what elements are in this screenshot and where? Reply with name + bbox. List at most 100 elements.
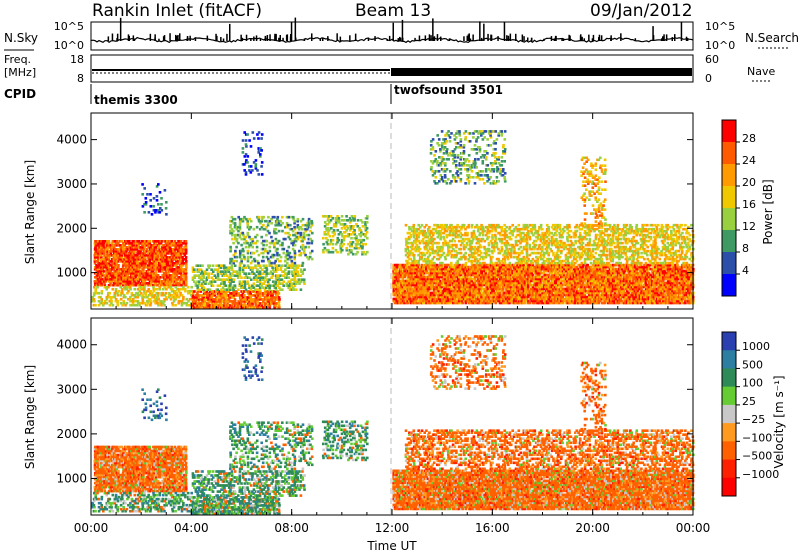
heatmap-cell — [143, 274, 147, 277]
heatmap-cell — [238, 233, 242, 237]
heatmap-cell — [175, 274, 179, 277]
heatmap-cell — [448, 285, 452, 289]
heatmap-cell — [401, 285, 405, 289]
heatmap-cell — [502, 271, 505, 275]
heatmap-cell — [183, 246, 186, 249]
heatmap-cell — [159, 254, 163, 257]
heatmap-cell — [502, 269, 505, 273]
heatmap-cell — [523, 297, 527, 301]
heatmap-cell — [188, 289, 192, 293]
heatmap-cell — [425, 291, 428, 295]
heatmap-cell — [499, 267, 502, 271]
heatmap-cell — [145, 272, 148, 275]
heatmap-cell — [123, 282, 126, 285]
heatmap-cell — [393, 301, 397, 305]
heatmap-cell — [223, 298, 226, 301]
heatmap-cell — [501, 267, 505, 271]
heatmap-cell — [273, 306, 276, 309]
heatmap-cell — [247, 225, 251, 229]
heatmap-cell — [525, 291, 529, 295]
heatmap-cell — [481, 265, 484, 269]
heatmap-cell — [417, 267, 421, 271]
heatmap-cell — [241, 270, 245, 273]
heatmap-cell — [121, 270, 125, 273]
heatmap-cell — [355, 234, 358, 238]
heatmap-cell — [350, 233, 353, 236]
heatmap-cell — [238, 255, 242, 259]
heatmap-cell — [426, 265, 430, 269]
heatmap-cell — [447, 281, 450, 285]
heatmap-cell — [484, 287, 488, 291]
heatmap-cell — [159, 276, 163, 279]
heatmap-cell — [462, 267, 466, 271]
heatmap-cell — [107, 260, 111, 263]
heatmap-cell — [533, 299, 536, 303]
heatmap-cell — [165, 240, 169, 243]
noise-spike — [665, 34, 668, 41]
heatmap-cell — [511, 291, 515, 295]
heatmap-cell — [216, 306, 220, 309]
heatmap-cell — [444, 273, 447, 277]
heatmap-cell — [478, 285, 482, 289]
heatmap-cell — [212, 270, 215, 273]
heatmap-cell — [152, 285, 155, 289]
heatmap-cell — [153, 297, 157, 301]
heatmap-cell — [326, 233, 330, 236]
heatmap-cell — [150, 270, 153, 273]
heatmap-cell — [492, 295, 496, 299]
heatmap-cell — [98, 280, 101, 283]
heatmap-cell — [119, 272, 122, 275]
heatmap-cell — [238, 284, 241, 287]
heatmap-cell — [210, 280, 214, 283]
heatmap-cell — [163, 303, 166, 307]
heatmap-cell — [258, 286, 262, 289]
heatmap-cell — [302, 249, 306, 253]
heatmap-cell — [508, 273, 511, 277]
heatmap-cell — [331, 242, 335, 246]
heatmap-cell — [196, 288, 200, 291]
heatmap-cell — [489, 273, 492, 277]
heatmap-cell — [161, 252, 165, 255]
heatmap-cell — [97, 248, 100, 251]
heatmap-cell — [242, 217, 245, 221]
noise-spike — [154, 34, 156, 41]
heatmap-cell — [172, 283, 175, 287]
heatmap-cell — [192, 306, 196, 309]
heatmap-cell — [207, 294, 210, 297]
heatmap-cell — [450, 277, 454, 281]
heatmap-cell — [234, 274, 237, 277]
heatmap-cell — [232, 290, 235, 293]
heatmap-cell — [147, 278, 150, 281]
heatmap-cell — [159, 207, 162, 210]
heatmap-cell — [114, 248, 117, 251]
freq-right-label: Nave — [747, 65, 775, 78]
heatmap-cell — [285, 274, 289, 277]
heatmap-cell — [233, 235, 237, 239]
heatmap-cell — [179, 252, 183, 255]
heatmap-cell — [516, 301, 519, 305]
heatmap-cell — [235, 270, 239, 273]
heatmap-cell — [117, 242, 120, 245]
heatmap-cell — [184, 258, 188, 261]
heatmap-cell — [458, 271, 461, 275]
heatmap-cell — [288, 257, 292, 261]
heatmap-cell — [459, 301, 463, 305]
heatmap-cell — [150, 272, 153, 275]
heatmap-cell — [409, 271, 412, 275]
heatmap-cell — [434, 273, 438, 277]
heatmap-cell — [477, 277, 480, 281]
heatmap-cell — [221, 292, 225, 295]
heatmap-cell — [445, 295, 449, 299]
heatmap-cell — [169, 282, 172, 285]
heatmap-cell — [497, 283, 500, 287]
heatmap-cell — [511, 277, 514, 281]
heatmap-cell — [325, 229, 328, 232]
heatmap-cell — [137, 276, 140, 279]
heatmap-cell — [257, 215, 261, 219]
heatmap-cell — [108, 250, 111, 253]
heatmap-cell — [536, 277, 539, 281]
heatmap-cell — [133, 250, 136, 253]
heatmap-cell — [547, 265, 551, 269]
heatmap-cell — [265, 286, 268, 289]
heatmap-cell — [523, 277, 527, 281]
